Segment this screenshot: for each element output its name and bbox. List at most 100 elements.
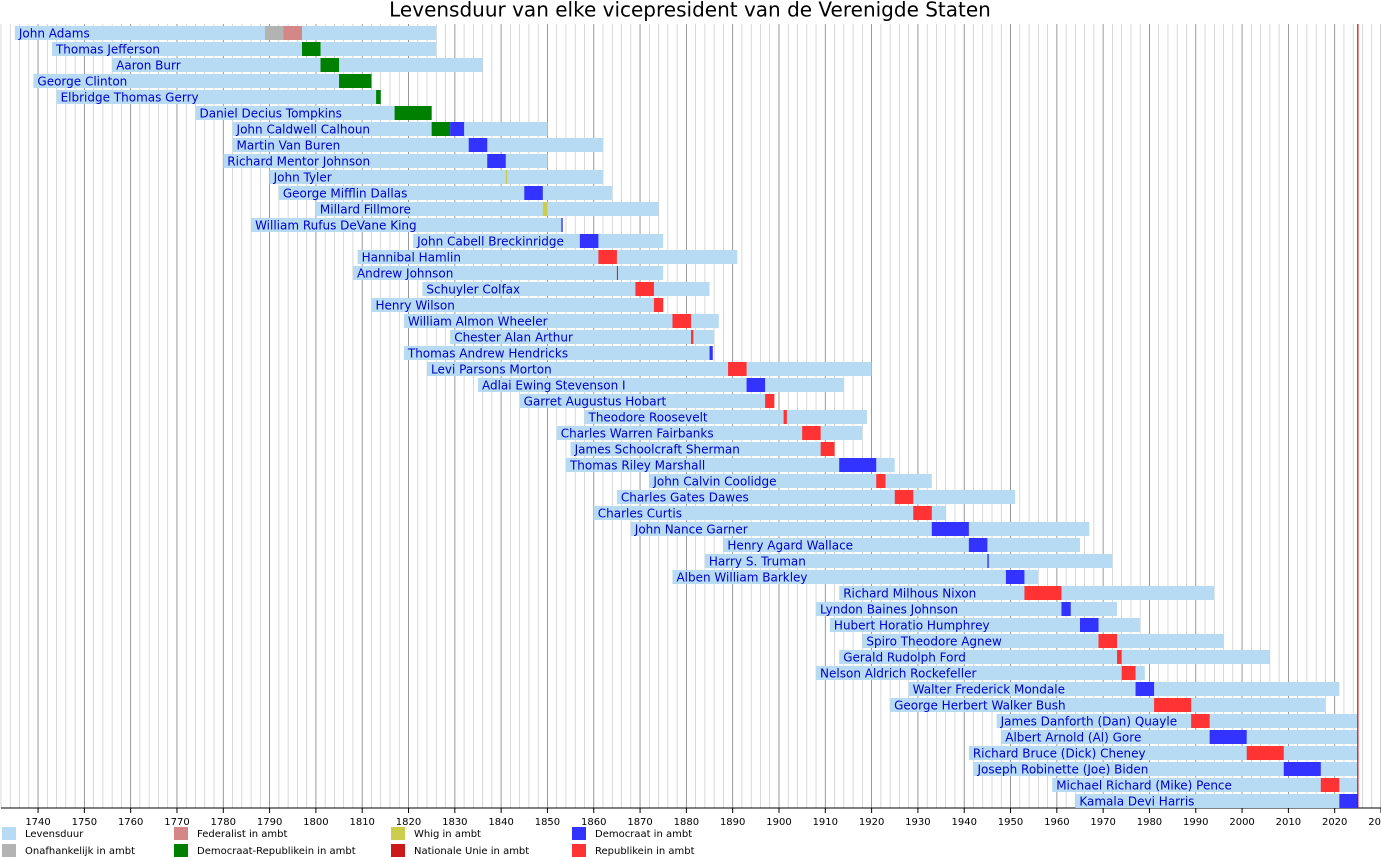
lifespan-bar [570,442,835,456]
lifespan-bar [593,506,946,520]
term-bar [1117,650,1122,664]
lifespan-bar [1001,730,1358,744]
lifespan-bar [352,266,664,280]
x-tick-label: 1780 [211,817,236,828]
row-label: Albert Arnold (Al) Gore [1005,731,1141,745]
legend-label: Nationale Unie in ambt [414,846,529,857]
term-bar [1061,602,1071,616]
x-tick-label: 1970 [1090,817,1115,828]
row-label: John Tyler [273,171,332,185]
x-tick-label: 1840 [488,817,513,828]
row-label: Alben William Barkley [676,571,807,585]
x-tick-label: 1860 [581,817,606,828]
x-tick-label: 2000 [1229,817,1254,828]
row-label: James Schoolcraft Sherman [574,443,740,457]
x-tick-label: 1800 [303,817,328,828]
x-tick-label: 1810 [349,817,374,828]
term-bar [1079,618,1099,632]
row-label: Andrew Johnson [357,267,453,281]
lifespan-bar [112,58,483,72]
row-label: George Clinton [37,75,127,89]
term-bar [913,506,932,520]
term-bar [616,266,618,280]
lifespan-bar [723,538,1080,552]
lifespan-bar [672,570,1039,584]
term-bar [1191,714,1210,728]
row-label: Richard Bruce (Dick) Cheney [973,747,1146,761]
lifespan-bar [14,26,437,40]
row-label: Michael Richard (Mike) Pence [1056,779,1232,793]
term-bar [691,330,694,344]
legend-swatch [174,844,188,857]
x-tick-label: 2010 [1276,817,1301,828]
lifespan-bar [232,138,604,152]
row-label: Thomas Andrew Hendricks [407,347,568,361]
row-label: William Almon Wheeler [408,315,548,329]
row-label: Spiro Theodore Agnew [866,635,1002,649]
row-label: George Mifflin Dallas [283,187,407,201]
term-bar [339,74,372,88]
term-bar [1121,666,1136,680]
legend-swatch [174,827,188,840]
row-label: William Rufus DeVane King [255,219,417,233]
lifespan-bar [357,250,738,264]
row-label: John Adams [18,27,90,41]
term-bar [839,458,877,472]
term-bar [820,442,835,456]
legend-label: Whig in ambt [414,829,481,840]
term-bar [450,122,465,136]
term-bar [579,234,599,248]
x-tick-label: 1880 [674,817,699,828]
row-label: Richard Milhous Nixon [843,587,976,601]
lifespan-bar [450,330,715,344]
row-label: John Caldwell Calhoun [236,123,371,137]
row-label: John Nance Garner [634,523,748,537]
legend-swatch [391,827,405,840]
row-label: Charles Curtis [598,507,682,521]
term-bar [876,474,886,488]
x-tick-label: 1900 [766,817,791,828]
term-bar [264,26,284,40]
x-tick-label: 1910 [813,817,838,828]
lifespan-bar [1052,778,1358,792]
term-bar [283,26,303,40]
x-tick-label: 1830 [442,817,467,828]
term-bar [524,186,543,200]
term-bar [746,378,766,392]
lifespan-bar [816,602,1118,616]
row-label: Harry S. Truman [709,555,806,569]
row-label: Chester Alan Arthur [454,331,573,345]
x-tick-label: 1820 [396,817,421,828]
term-bar [1135,682,1155,696]
row-label: Henry Wilson [375,299,454,313]
lifespan-bar [630,522,1090,536]
lifespan-bar [223,154,548,168]
term-bar [1098,634,1118,648]
term-bar [968,538,988,552]
legend-label: Levensduur [25,829,84,840]
row-label: Walter Frederick Mondale [913,683,1065,697]
term-bar [376,90,381,104]
term-bar [653,298,664,312]
term-bar [987,554,989,568]
lifespan-bar [251,218,562,232]
row-label: Levi Parsons Morton [431,363,552,377]
legend-label: Federalist in ambt [197,829,287,840]
row-label: Millard Fillmore [320,203,411,217]
lifespan-bar [56,90,381,104]
term-bar [394,106,432,120]
row-label: Joseph Robinette (Joe) Biden [976,763,1148,777]
term-bar [1209,730,1247,744]
x-tick-label: 1980 [1137,817,1162,828]
term-bar [802,426,821,440]
term-bar [1005,570,1025,584]
row-label: Daniel Decius Tompkins [199,107,341,121]
legend-swatch [2,844,16,857]
row-label: Schuyler Colfax [426,283,520,297]
lifespan-bar [195,106,432,120]
lifespan-bar [616,490,1016,504]
term-bar [931,522,969,536]
x-tick-label: 1790 [257,817,282,828]
legend-swatch [391,844,405,857]
term-bar [728,362,747,376]
